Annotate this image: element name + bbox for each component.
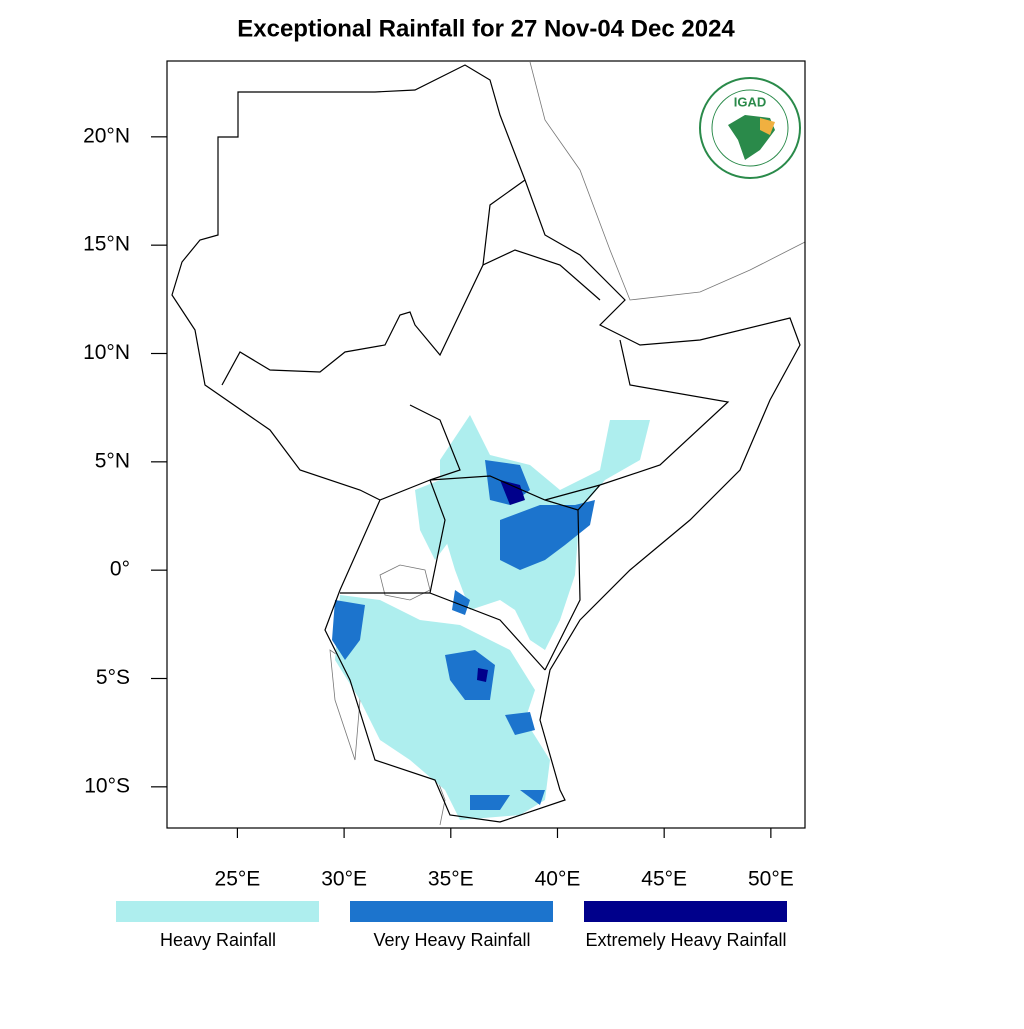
x-tick-label: 45°E — [641, 868, 687, 891]
x-tick-label: 30°E — [321, 868, 367, 891]
legend-label: Heavy Rainfall — [160, 930, 276, 950]
border — [221, 249, 601, 386]
y-tick-label: 20°N — [83, 124, 130, 147]
extreme-rainfall-area — [477, 480, 525, 682]
map-frame — [166, 60, 806, 829]
x-tick-label: 35°E — [428, 868, 474, 891]
y-tick-label: 5°N — [95, 449, 130, 472]
coastline — [171, 64, 801, 823]
x-tick-label: 25°E — [215, 868, 261, 891]
legend-swatch — [350, 901, 553, 922]
logo-text: IGAD — [734, 94, 767, 109]
rainfall-patches — [332, 415, 650, 820]
very-heavy-rainfall-area — [332, 590, 545, 810]
y-tick-label: 0° — [110, 558, 130, 581]
legend-swatch — [116, 901, 319, 922]
y-tick-label: 5°S — [96, 666, 130, 689]
legend-swatch — [584, 901, 787, 922]
border — [340, 179, 730, 671]
y-tick-label: 15°N — [83, 233, 130, 256]
map-area: IGAD — [166, 60, 806, 829]
legend-label: Very Heavy Rainfall — [373, 930, 530, 950]
x-tick-label: 50°E — [748, 868, 794, 891]
igad-logo: IGAD — [699, 77, 801, 179]
legend-label: Extremely Heavy Rainfall — [585, 930, 786, 950]
axes: 25°E 30°E 35°E 40°E 45°E 50°E 20°N 15°N 10°N 5°N 0… — [83, 124, 794, 890]
x-tick-label: 40°E — [535, 868, 581, 891]
y-tick-label: 10°S — [84, 774, 130, 797]
legend: Heavy Rainfall Very Heavy Rainfall Extreme… — [116, 901, 787, 950]
heavy-rainfall-area — [335, 595, 550, 820]
y-tick-label: 10°N — [83, 341, 130, 364]
neighbour-coast — [529, 61, 806, 301]
map-title: Exceptional Rainfall for 27 Nov-04 Dec 2… — [237, 15, 735, 42]
